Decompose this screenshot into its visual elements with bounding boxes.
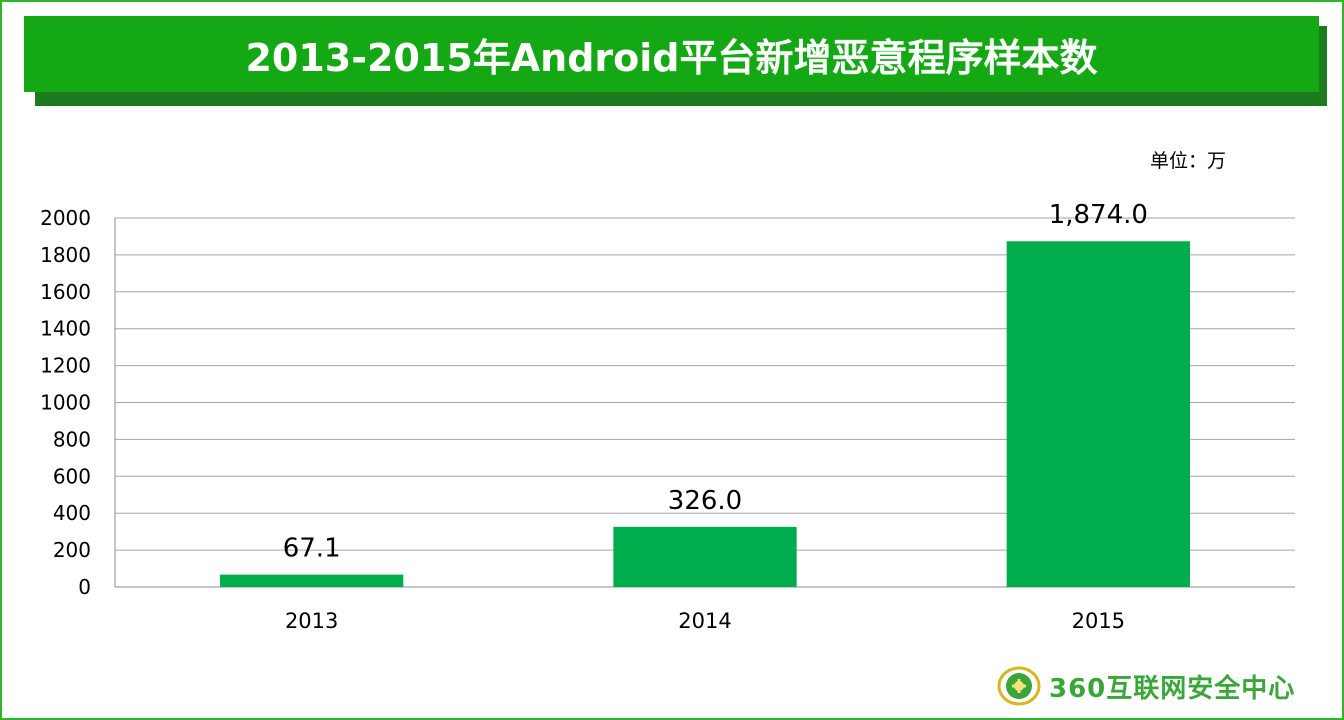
data-labels: 67.1 326.0 1,874.0 [283, 200, 1148, 563]
bar-2014 [613, 526, 797, 587]
bar-2015 [1006, 241, 1190, 587]
bars [220, 241, 1190, 587]
title-banner: 2013-2015年Android平台新增恶意程序样本数 [24, 16, 1319, 92]
y-tick-label: 1200 [40, 354, 91, 378]
y-tick-label: 400 [53, 501, 91, 525]
y-tick-label: 1400 [40, 317, 91, 341]
y-tick-label: 1600 [40, 280, 91, 304]
y-axis-ticks: 0 200 400 600 800 1000 1200 1400 1600 1800 2000 [40, 206, 91, 599]
y-tick-label: 2000 [40, 206, 91, 230]
y-tick-label: 200 [53, 538, 91, 562]
chart-title: 2013-2015年Android平台新增恶意程序样本数 [245, 35, 1098, 80]
x-tick-label-2014: 2014 [678, 609, 731, 633]
y-tick-label: 0 [78, 575, 91, 599]
unit-label: 单位：万 [1150, 150, 1227, 172]
brand-logo: 360互联网安全中心 [997, 666, 1295, 706]
brand-logo-text: 360互联网安全中心 [1049, 673, 1296, 704]
data-label-2015: 1,874.0 [1049, 200, 1148, 230]
x-tick-label-2015: 2015 [1072, 609, 1125, 633]
y-tick-label: 800 [53, 427, 91, 451]
data-label-2014: 326.0 [668, 486, 742, 516]
y-tick-label: 600 [53, 464, 91, 488]
globe-emblem-icon [997, 666, 1041, 706]
data-label-2013: 67.1 [283, 534, 341, 564]
y-tick-label: 1800 [40, 243, 91, 267]
x-axis-ticks: 2013 2014 2015 [285, 609, 1125, 633]
bar-2013 [220, 574, 404, 587]
y-tick-label: 1000 [40, 391, 91, 415]
x-tick-label-2013: 2013 [285, 609, 338, 633]
